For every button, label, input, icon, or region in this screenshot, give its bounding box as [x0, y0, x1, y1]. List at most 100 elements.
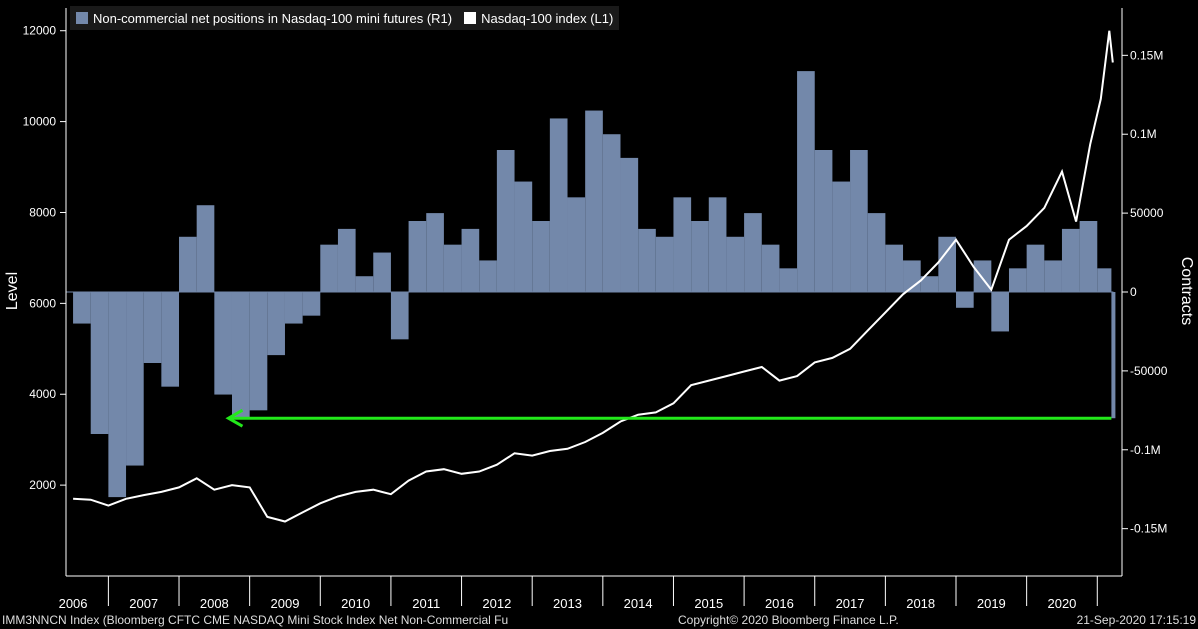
footer-timestamp: 21-Sep-2020 17:15:19	[1076, 613, 1196, 627]
bar	[196, 205, 215, 292]
left-tick-label: 10000	[23, 115, 57, 129]
left-tick-label: 4000	[29, 387, 56, 401]
bar	[1044, 260, 1062, 292]
legend-item-line: Nasdaq-100 index (L1)	[464, 11, 613, 26]
bar	[179, 236, 197, 292]
bar	[1008, 268, 1027, 292]
bar	[214, 292, 232, 395]
year-label: 2008	[200, 596, 229, 611]
bar	[443, 244, 462, 292]
year-label: 2012	[482, 596, 511, 611]
bar	[390, 292, 409, 340]
bar	[73, 292, 91, 324]
left-axis-title: Level	[4, 271, 22, 311]
bar	[779, 268, 798, 292]
bar	[867, 213, 886, 292]
bar	[549, 118, 568, 292]
chart-axes: 2000 4000 6000 8000 10000 12000 -0.15M -0.1M -50…	[23, 8, 1168, 611]
year-label: 2015	[694, 596, 723, 611]
bar	[655, 236, 674, 292]
left-tick-label: 2000	[29, 478, 56, 492]
bar	[90, 292, 109, 434]
bar	[797, 71, 815, 292]
right-tick-label: 50000	[1130, 206, 1164, 220]
right-axis-title: Contracts	[1178, 256, 1196, 326]
right-tick-label: -50000	[1130, 364, 1168, 378]
right-tick-label: 0	[1130, 285, 1137, 299]
bar	[284, 292, 303, 324]
bar	[320, 244, 338, 292]
bar	[126, 292, 144, 466]
year-label: 2006	[59, 596, 88, 611]
bar	[585, 110, 603, 292]
bar	[1097, 268, 1112, 292]
bar	[726, 236, 745, 292]
year-label: 2010	[341, 596, 370, 611]
bar	[408, 221, 427, 292]
legend: Non-commercial net positions in Nasdaq-1…	[70, 6, 620, 30]
right-tick-label: -0.1M	[1130, 443, 1161, 457]
left-tick-label: 12000	[23, 24, 57, 38]
bar	[249, 292, 268, 411]
left-tick-label: 6000	[29, 296, 56, 310]
bar	[1061, 228, 1080, 292]
bar	[108, 292, 127, 498]
legend-label-bars: Non-commercial net positions in Nasdaq-1…	[93, 10, 453, 26]
legend-swatch-bars	[76, 12, 88, 24]
annotation-arrow	[225, 408, 1112, 428]
year-label: 2009	[271, 596, 300, 611]
footer-source: IMM3NNCN Index (Bloomberg CFTC CME NASDA…	[2, 613, 509, 627]
bar	[355, 276, 374, 292]
footer-bar: IMM3NNCN Index (Bloomberg CFTC CME NASDA…	[0, 611, 1198, 629]
bar	[938, 236, 957, 292]
bar	[231, 292, 250, 419]
year-label: 2013	[553, 596, 582, 611]
year-label: 2018	[906, 596, 935, 611]
bar	[461, 228, 480, 292]
year-label: 2017	[836, 596, 865, 611]
bar	[673, 197, 692, 292]
right-tick-label: 0.1M	[1130, 127, 1157, 141]
bar	[814, 150, 833, 292]
bar	[744, 213, 762, 292]
bar	[302, 292, 321, 316]
bar	[373, 252, 391, 292]
bar	[991, 292, 1009, 332]
year-label: 2020	[1047, 596, 1076, 611]
bar	[1111, 292, 1116, 419]
nasdaq-100-index-line	[73, 30, 1114, 523]
bar	[761, 244, 780, 292]
legend-item-bars: Non-commercial net positions in Nasdaq-1…	[76, 11, 452, 26]
bar	[337, 228, 356, 292]
bar	[496, 150, 515, 292]
bar	[850, 150, 868, 292]
year-label: 2019	[977, 596, 1006, 611]
year-label: 2014	[624, 596, 653, 611]
bar	[567, 197, 586, 292]
bar	[1026, 244, 1045, 292]
bar	[267, 292, 285, 356]
bar	[832, 181, 851, 292]
bar	[620, 157, 639, 292]
bar	[920, 276, 939, 292]
year-label: 2011	[412, 596, 440, 611]
year-label: 2007	[129, 596, 158, 611]
bar	[426, 213, 444, 292]
right-tick-label: 0.15M	[1130, 48, 1163, 62]
arrow-head	[225, 408, 244, 428]
right-tick-label: -0.15M	[1130, 522, 1167, 536]
bar	[602, 134, 621, 292]
bar	[161, 292, 180, 387]
footer-copyright: Copyright© 2020 Bloomberg Finance L.P.	[678, 613, 899, 627]
bar	[885, 244, 904, 292]
legend-label-line: Nasdaq-100 index (L1)	[481, 10, 614, 26]
bar	[638, 228, 656, 292]
bar	[1079, 221, 1098, 292]
bar	[691, 221, 709, 292]
bar	[479, 260, 497, 292]
bar	[956, 292, 974, 308]
left-tick-label: 8000	[29, 205, 56, 219]
net-positions-bars	[73, 71, 1116, 498]
bar	[708, 197, 727, 292]
